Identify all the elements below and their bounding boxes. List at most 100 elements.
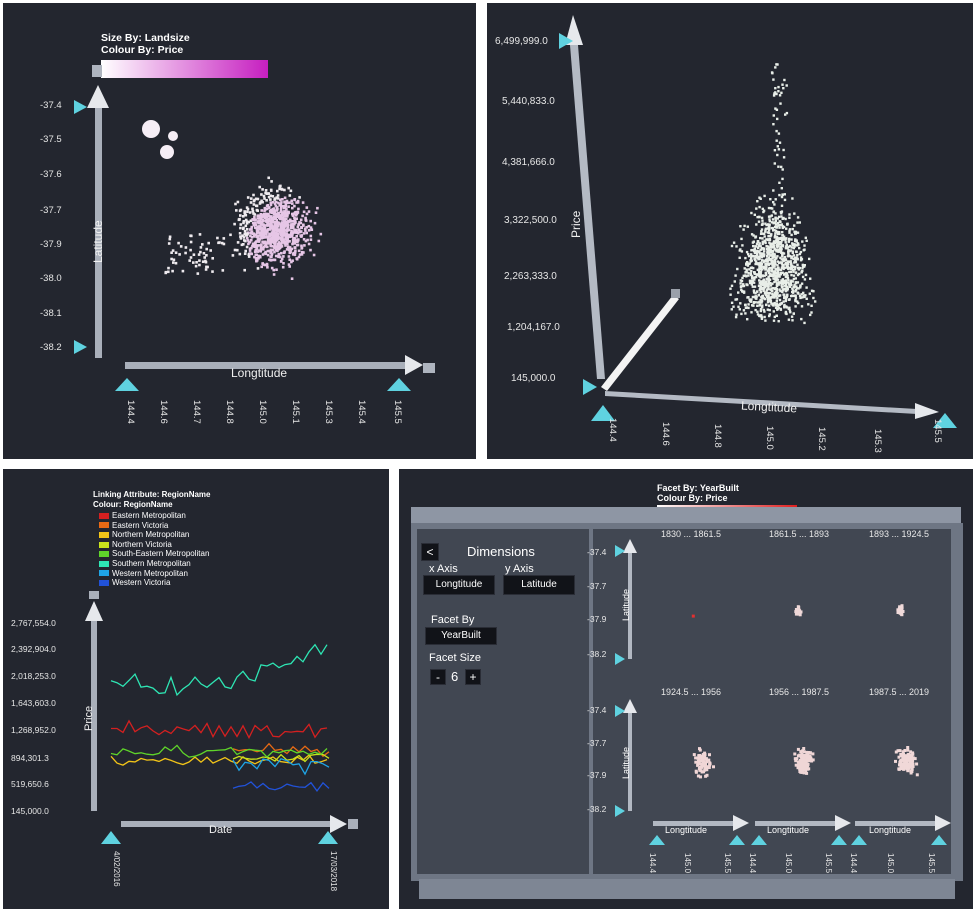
data-point [276, 234, 280, 237]
data-point [764, 241, 767, 245]
data-point [271, 224, 274, 228]
data-point [780, 215, 783, 218]
lat-max-handle-icon[interactable] [615, 545, 625, 557]
data-point [269, 210, 272, 213]
facet-point [800, 755, 804, 759]
gradient-handle[interactable] [92, 65, 102, 77]
data-point [793, 268, 797, 271]
y-tick: 145,000.0 [511, 373, 556, 384]
data-point [784, 287, 787, 291]
data-point [788, 229, 791, 232]
data-point [772, 201, 775, 204]
facet-point [799, 770, 803, 774]
lat-min-handle-icon[interactable] [615, 805, 625, 817]
data-point [798, 272, 801, 276]
data-point [742, 309, 746, 312]
data-point [789, 249, 793, 252]
data-point [788, 213, 791, 216]
lat-tick: -37.7 [587, 738, 607, 748]
data-point [266, 266, 269, 269]
data-point [220, 241, 224, 245]
data-point [801, 266, 804, 270]
y-axis-select[interactable]: Latitude [503, 575, 575, 595]
data-point [783, 255, 787, 259]
x-axis-end-cube[interactable] [348, 819, 358, 829]
data-point [284, 237, 288, 241]
x-axis-min-handle-icon[interactable] [591, 405, 615, 421]
y-axis-min-handle-icon[interactable] [583, 379, 597, 395]
lon-min-handle-icon[interactable] [649, 835, 665, 845]
data-point [274, 248, 278, 252]
data-point [790, 283, 793, 287]
data-point [775, 256, 778, 260]
lon-max-handle-icon[interactable] [831, 835, 847, 845]
data-point [269, 228, 272, 231]
data-point [780, 239, 784, 242]
data-point [288, 194, 292, 197]
data-point [791, 268, 795, 271]
lon-min-handle-icon[interactable] [751, 835, 767, 845]
data-point [796, 231, 800, 234]
data-point [244, 249, 247, 253]
series-line [232, 758, 330, 776]
data-point [282, 206, 286, 210]
data-point [305, 226, 308, 229]
data-point [292, 237, 295, 241]
data-point [316, 206, 319, 210]
data-point [257, 229, 260, 233]
x-axis-min-handle-icon[interactable] [101, 831, 121, 844]
lon-min-handle-icon[interactable] [851, 835, 867, 845]
back-button[interactable]: < [421, 543, 439, 561]
facet-size-decrement-button[interactable]: - [430, 669, 446, 685]
data-point [177, 241, 180, 245]
data-point [755, 295, 758, 299]
data-point [750, 283, 753, 286]
data-point [785, 245, 788, 248]
data-point [299, 230, 303, 233]
data-point [239, 237, 243, 240]
data-point [788, 228, 792, 231]
x-axis-select[interactable]: Longtitude [423, 575, 495, 595]
data-point [788, 254, 792, 258]
data-point [772, 277, 775, 280]
data-point [259, 201, 262, 204]
data-point [742, 284, 746, 288]
y-axis-end-cube[interactable] [89, 591, 99, 599]
data-point [256, 214, 259, 217]
data-point [296, 199, 300, 203]
data-point [293, 240, 297, 244]
data-point [258, 219, 261, 223]
data-point [757, 293, 760, 297]
data-point [760, 230, 763, 233]
y-axis-max-handle-icon[interactable] [74, 100, 87, 114]
data-point [274, 217, 278, 220]
data-point [763, 194, 766, 198]
facet-size-increment-button[interactable]: + [465, 669, 481, 685]
legend-item: Eastern Victoria [99, 521, 168, 530]
data-point [782, 87, 785, 90]
data-point [769, 248, 772, 252]
y-axis-max-handle-icon[interactable] [559, 33, 573, 49]
scatter-lat-lon-panel: Size By: Landsize Colour By: Price Latit… [3, 3, 476, 459]
data-point [190, 234, 193, 238]
lon-axis-label: Longtitude [665, 825, 708, 835]
data-point [770, 289, 774, 293]
x-axis-max-handle-icon[interactable] [387, 378, 411, 391]
x-axis-max-handle-icon[interactable] [318, 831, 338, 844]
lon-max-handle-icon[interactable] [729, 835, 745, 845]
data-point [800, 282, 804, 285]
x-axis-min-handle-icon[interactable] [115, 378, 139, 391]
data-point [244, 224, 248, 228]
lat-min-handle-icon[interactable] [615, 653, 625, 665]
data-point [773, 255, 776, 259]
x-axis-end-cube[interactable] [423, 363, 435, 373]
data-point [181, 269, 185, 273]
data-point [741, 276, 744, 280]
facet-by-select[interactable]: YearBuilt [425, 627, 497, 645]
z-axis-end-cube[interactable] [671, 289, 680, 298]
x-axis-max-handle-icon[interactable] [933, 413, 957, 428]
lat-max-handle-icon[interactable] [615, 705, 625, 717]
facet-point [706, 765, 710, 769]
y-axis-min-handle-icon[interactable] [74, 340, 87, 354]
lon-max-handle-icon[interactable] [931, 835, 947, 845]
